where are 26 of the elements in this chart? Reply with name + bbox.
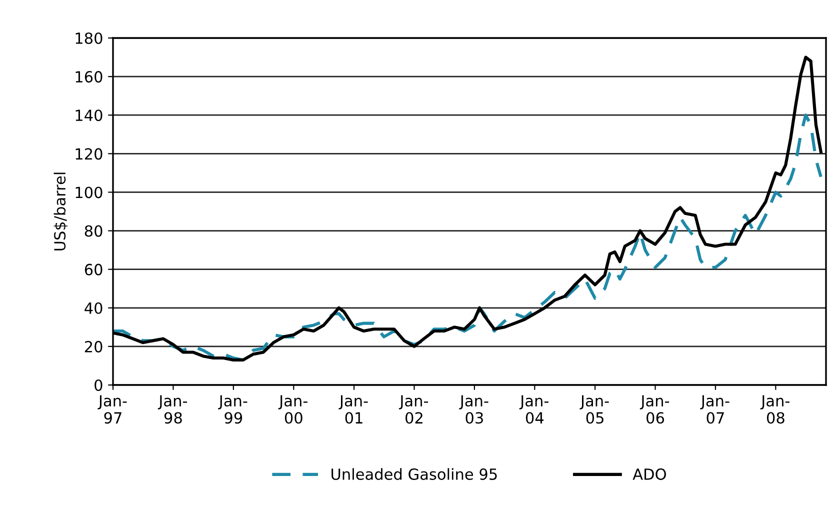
- legend-label: ADO: [632, 468, 666, 480]
- x-tick-label: Jan- 98: [158, 395, 187, 424]
- y-tick-label: 20: [84, 340, 102, 352]
- x-tick-label: Jan- 05: [580, 395, 609, 424]
- y-tick-label: 100: [76, 186, 102, 198]
- x-tick-label: Jan- 08: [760, 395, 790, 424]
- x-tick-label: Jan- 01: [338, 395, 368, 424]
- y-tick-label: 0: [94, 379, 102, 392]
- x-tick-label: Jan- 07: [700, 395, 730, 424]
- y-tick-label: 140: [76, 110, 102, 122]
- y-tick-label: 180: [76, 32, 102, 44]
- y-axis-title: US$/barrel: [54, 172, 68, 250]
- x-tick-label: Jan- 02: [398, 395, 428, 424]
- y-tick-label: 60: [84, 264, 102, 276]
- x-tick-label: Jan- 97: [98, 395, 127, 424]
- x-tick-label: Jan- 06: [640, 395, 670, 424]
- y-tick-label: 160: [76, 71, 102, 83]
- x-tick-label: Jan- 00: [278, 395, 308, 424]
- x-tick-label: Jan- 04: [519, 395, 548, 424]
- y-tick-label: 80: [84, 225, 102, 237]
- y-tick-label: 40: [84, 302, 102, 314]
- y-tick-label: 120: [76, 148, 102, 160]
- x-tick-label: Jan- 99: [218, 395, 248, 424]
- line-series: [113, 114, 822, 362]
- legend-label: Unleaded Gasoline 95: [332, 468, 497, 480]
- x-tick-label: Jan- 03: [459, 395, 488, 424]
